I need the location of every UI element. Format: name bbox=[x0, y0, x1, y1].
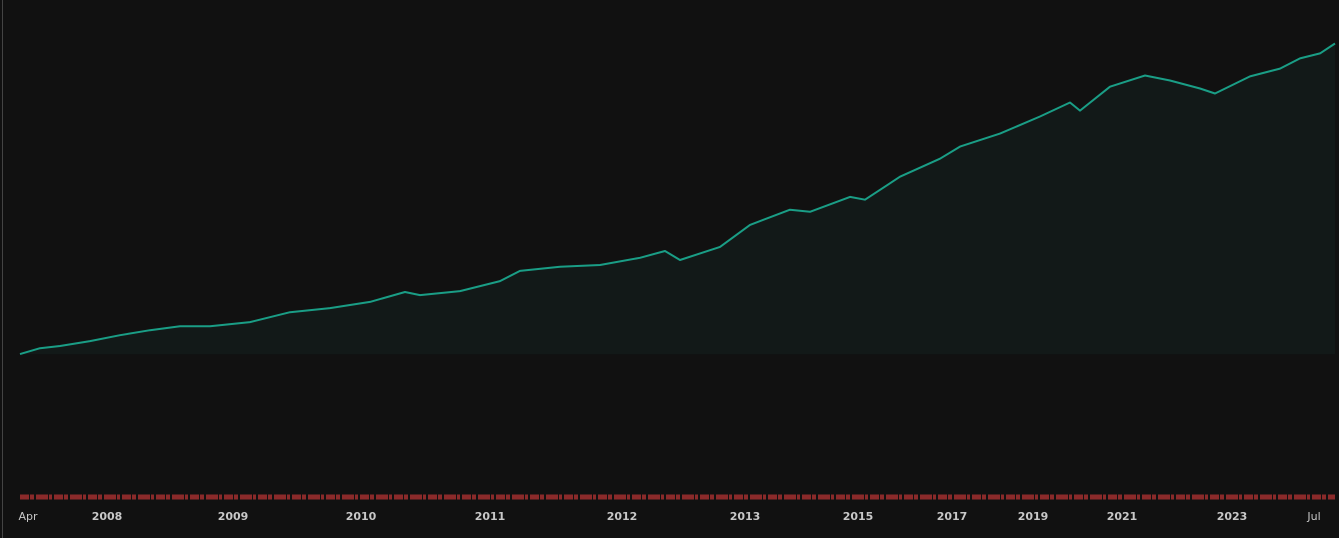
x-tick-label: 2019 bbox=[1018, 510, 1049, 523]
equity-line bbox=[19, 42, 1336, 356]
x-tick-label: Apr bbox=[18, 510, 38, 523]
x-tick-label: 2010 bbox=[346, 510, 377, 523]
x-tick-label: 2008 bbox=[92, 510, 123, 523]
x-tick-label: 2009 bbox=[218, 510, 249, 523]
area-fill bbox=[20, 43, 1335, 355]
x-tick-label: 2012 bbox=[607, 510, 638, 523]
x-tick-label: 2015 bbox=[843, 510, 874, 523]
x-tick-label: Jul bbox=[1306, 510, 1320, 523]
x-tick-label: 2023 bbox=[1217, 510, 1248, 523]
x-tick-label: 2017 bbox=[937, 510, 968, 523]
x-tick-label: 2021 bbox=[1107, 510, 1138, 523]
x-tick-label: 2013 bbox=[730, 510, 761, 523]
x-tick-label: 2011 bbox=[475, 510, 506, 523]
